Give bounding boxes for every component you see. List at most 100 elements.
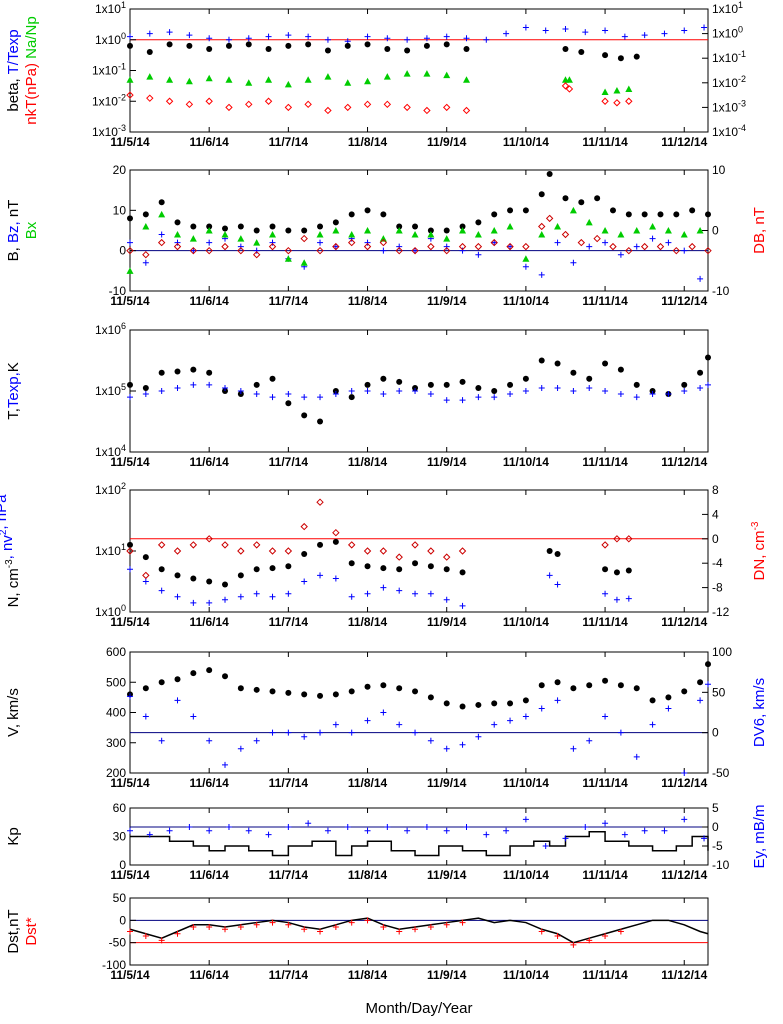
data-point [126, 91, 134, 99]
data-point [613, 99, 621, 107]
data-point [127, 693, 133, 700]
data-point [443, 745, 450, 752]
data-point [126, 246, 134, 255]
data-point [562, 25, 569, 32]
data-point [284, 547, 293, 555]
data-point [538, 705, 545, 712]
data-point [324, 47, 331, 54]
data-point [379, 235, 387, 242]
data-point [127, 381, 133, 388]
data-point [443, 227, 450, 234]
data-point [285, 42, 292, 49]
data-point [458, 242, 467, 251]
data-point [222, 673, 229, 680]
data-point [625, 595, 632, 602]
data-point [641, 32, 648, 39]
data-point [348, 388, 355, 394]
y-tick-label: -100 [102, 958, 126, 972]
data-point [522, 255, 530, 262]
data-point [285, 590, 292, 597]
data-point [427, 227, 434, 234]
y-tick-label: 1x10-3 [92, 123, 126, 139]
data-point [462, 106, 471, 115]
y-right-tick-label: 0 [712, 820, 719, 834]
data-point [222, 581, 229, 588]
data-point [602, 932, 609, 939]
data-point [475, 394, 482, 401]
date-tick-label: 11/7/14 [269, 776, 309, 790]
data-point [384, 824, 391, 830]
data-point [380, 211, 387, 218]
data-point [661, 827, 668, 834]
data-point [348, 211, 355, 218]
date-tick-label: 11/12/14 [661, 868, 707, 882]
data-point [190, 599, 197, 606]
data-point [264, 97, 273, 105]
data-point [570, 369, 577, 376]
data-point [404, 827, 411, 834]
data-point [265, 45, 272, 52]
y-tick-label: 1x10-1 [92, 62, 126, 78]
panel-frame [129, 489, 709, 613]
data-point [561, 230, 570, 239]
panel-frame [129, 169, 709, 292]
data-point [633, 685, 640, 692]
data-point [142, 391, 149, 398]
data-point [673, 211, 680, 218]
data-point [621, 33, 628, 40]
data-point [166, 76, 174, 83]
data-point [142, 259, 149, 266]
data-point [586, 682, 593, 689]
data-point [301, 412, 308, 419]
data-point [364, 388, 371, 394]
data-point [146, 73, 154, 80]
data-point [507, 391, 514, 398]
data-point [222, 596, 229, 603]
data-point [237, 924, 244, 931]
data-point [680, 231, 688, 238]
data-point [269, 231, 277, 238]
data-point [304, 76, 312, 83]
data-point [253, 566, 260, 573]
data-point [427, 737, 434, 744]
data-point [157, 541, 166, 549]
data-point [186, 32, 193, 39]
y-right-tick-label: -4 [712, 556, 723, 570]
date-tick-label: 11/9/14 [427, 868, 467, 882]
y-right-tick-label: 0 [712, 224, 719, 238]
data-point [245, 827, 252, 834]
data-point [127, 566, 133, 573]
y-right-tick-label: 1x10-4 [712, 123, 746, 139]
data-point [522, 697, 529, 704]
data-point [656, 242, 665, 251]
data-point [142, 578, 149, 585]
y-axis-label: N, cm-3, nv2, nPa [0, 494, 22, 608]
data-point [253, 590, 260, 597]
data-point [617, 55, 624, 62]
data-point [142, 222, 150, 230]
data-point [617, 682, 624, 689]
data-point [427, 563, 434, 570]
date-tick-label: 11/9/14 [427, 776, 467, 790]
data-point [705, 661, 711, 668]
data-point [491, 721, 498, 728]
date-tick-label: 11/11/14 [582, 135, 628, 149]
data-point [348, 688, 355, 695]
data-point [166, 41, 173, 48]
data-point [344, 42, 351, 49]
data-point [237, 243, 244, 250]
data-point [423, 70, 431, 77]
data-point [269, 729, 276, 736]
date-tick-label: 11/10/14 [503, 968, 549, 982]
data-point [127, 541, 133, 548]
data-point [190, 247, 197, 254]
data-point [423, 42, 430, 49]
data-point [165, 97, 174, 105]
date-tick-label: 11/12/14 [661, 135, 707, 149]
data-point [126, 267, 134, 274]
data-point [146, 49, 153, 56]
y-axis-label: B, Bz, nT [5, 200, 22, 262]
data-point [649, 697, 656, 704]
data-point [332, 219, 339, 226]
data-point [463, 824, 470, 830]
